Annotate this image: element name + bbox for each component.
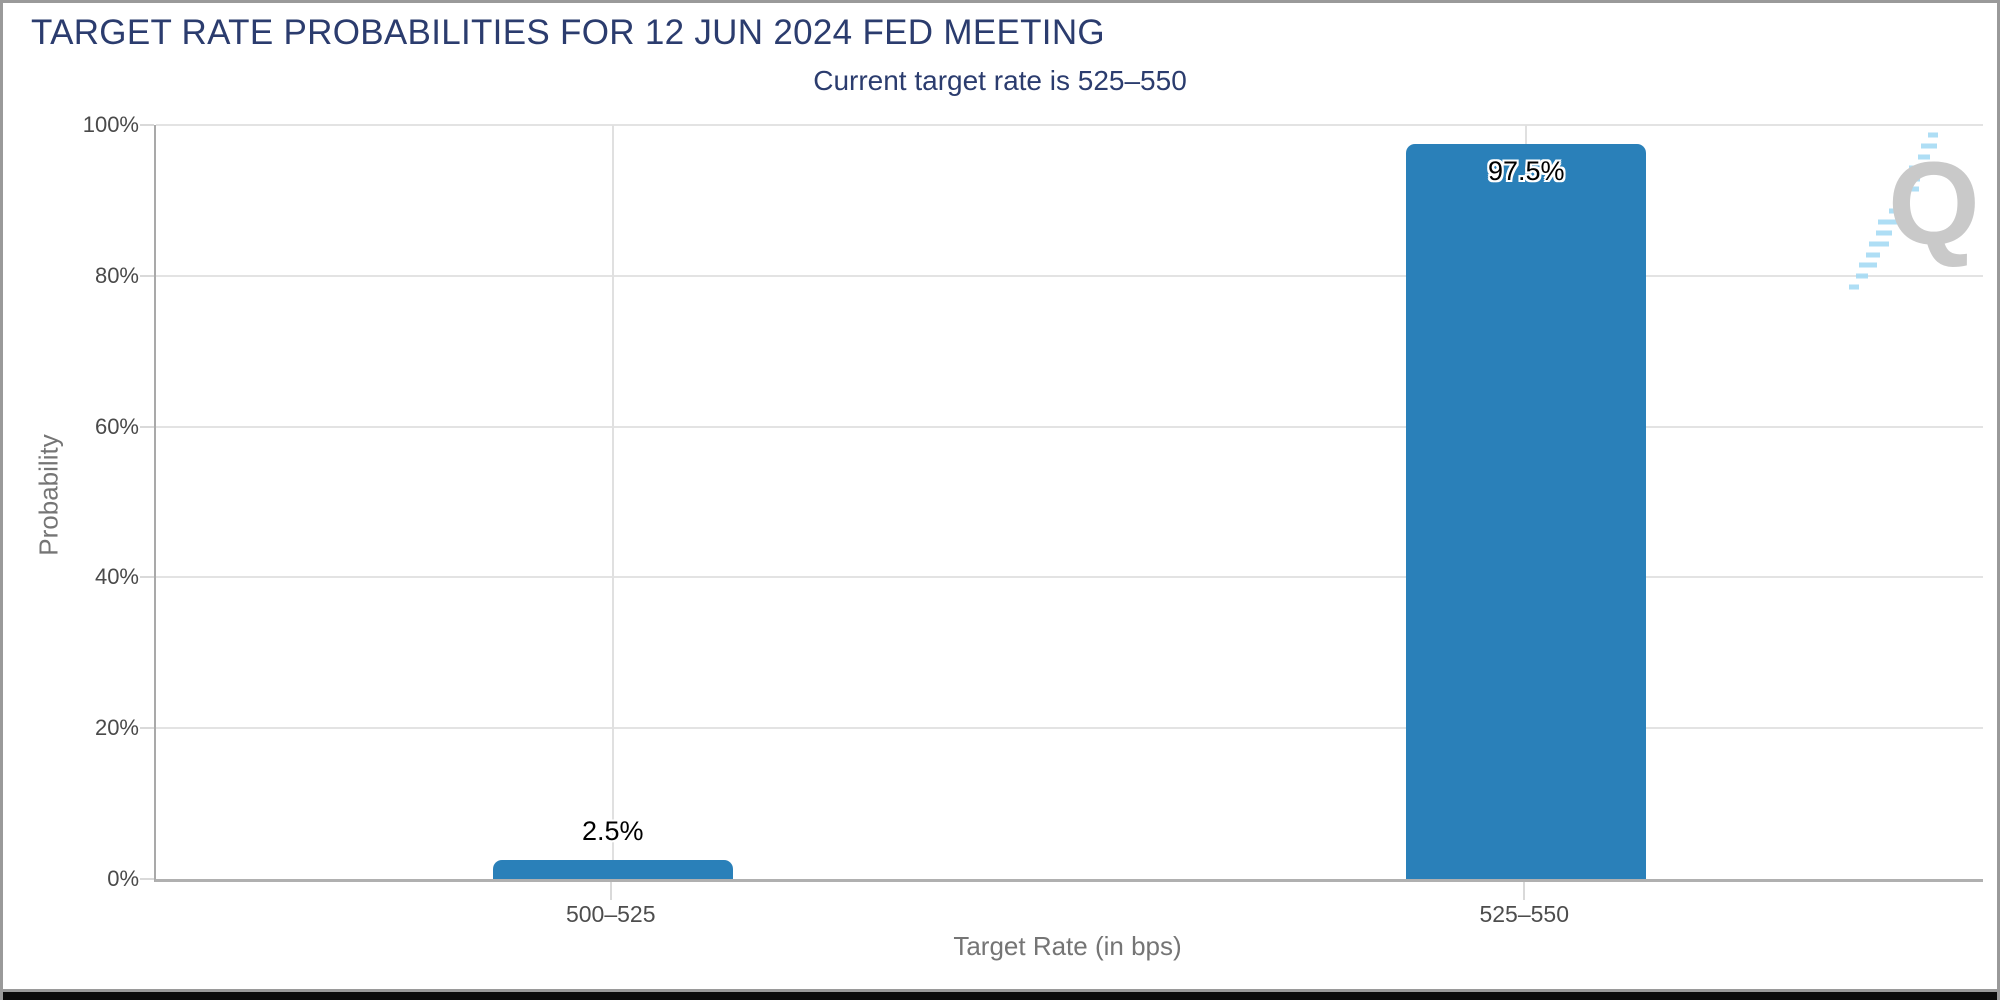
gridline-horizontal xyxy=(156,274,1983,277)
y-axis-tick-label: 0% xyxy=(107,866,139,891)
gridline-horizontal xyxy=(156,124,1983,126)
plot-area: 2.5% 97.5% xyxy=(154,124,1983,882)
y-axis-tick-label: 100% xyxy=(82,112,139,137)
gridline-vertical xyxy=(611,125,614,879)
gridline-horizontal xyxy=(156,727,1983,730)
quikstrike-logo-q: Q xyxy=(1888,138,1980,270)
x-axis-category-label: 525–550 xyxy=(1479,901,1570,927)
watermark-hatch-icon xyxy=(1849,132,1938,290)
y-axis-tick xyxy=(140,425,154,428)
x-axis-tick xyxy=(1523,882,1526,900)
probability-bar[interactable] xyxy=(1406,143,1647,879)
y-axis-tick-label: 60% xyxy=(94,413,139,439)
x-axis-title: Target Rate (in bps) xyxy=(953,931,1182,961)
bar-value-label: 97.5% xyxy=(1487,155,1565,186)
y-axis-tick xyxy=(140,878,154,880)
bottom-black-strip xyxy=(3,992,1997,1000)
y-axis-tick-label: 80% xyxy=(94,262,139,288)
x-axis-category-label: 500–525 xyxy=(565,901,656,927)
watermark: Q xyxy=(1836,123,1980,298)
gridline-horizontal xyxy=(156,425,1983,428)
y-axis-tick xyxy=(140,274,154,277)
y-axis-title: Probability xyxy=(33,434,64,556)
y-axis-tick xyxy=(140,124,154,126)
y-axis-tick xyxy=(140,727,154,730)
gridline-horizontal xyxy=(156,576,1983,579)
bottom-border-line xyxy=(3,989,1997,992)
chart-title: TARGET RATE PROBABILITIES FOR 12 JUN 202… xyxy=(31,13,1105,52)
y-axis-tick-label: 20% xyxy=(94,715,139,741)
y-axis-tick xyxy=(140,576,154,579)
chart-subtitle: Current target rate is 525–550 xyxy=(813,65,1187,96)
y-axis-tick-label: 40% xyxy=(94,564,139,590)
x-axis-tick xyxy=(609,882,612,900)
probability-bar[interactable] xyxy=(492,860,733,879)
bar-value-label: 2.5% xyxy=(581,816,644,847)
